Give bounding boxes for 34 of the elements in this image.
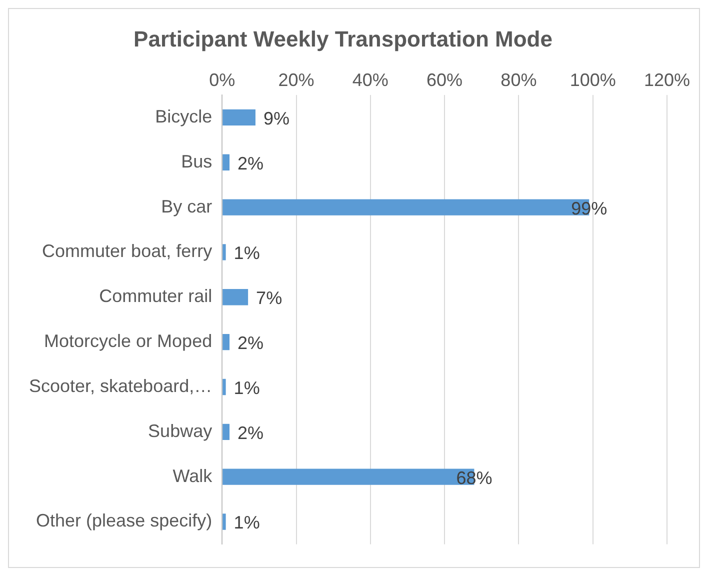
data-label: 2% [238, 422, 264, 443]
x-tick-label: 40% [352, 70, 388, 90]
data-label: 1% [234, 243, 260, 264]
bar [222, 514, 226, 530]
x-tick-label: 80% [500, 70, 537, 90]
y-tick-label: Subway [148, 420, 212, 441]
y-tick-label: Scooter, skateboard,… [28, 376, 212, 396]
data-label: 2% [238, 153, 264, 174]
x-tick-label: 100% [570, 70, 616, 90]
x-tick-label: 20% [278, 70, 314, 90]
chart-title: Participant Weekly Transportation Mode [134, 26, 552, 52]
y-tick-label: Bicycle [155, 106, 212, 126]
bar [222, 244, 226, 260]
bar [222, 378, 226, 396]
data-label: 7% [256, 288, 282, 308]
y-tick-label: Commuter boat, ferry [42, 241, 212, 262]
y-tick-label: By car [161, 196, 212, 216]
bar [222, 424, 230, 440]
x-tick-label: 120% [644, 70, 690, 90]
data-label: 1% [234, 512, 260, 533]
y-tick-label: Commuter rail [99, 286, 212, 306]
data-label: 1% [234, 378, 260, 398]
bar [222, 154, 230, 170]
data-label: 9% [263, 108, 290, 128]
y-tick-label: Walk [172, 466, 214, 486]
y-tick-label: Other (please specify) [36, 510, 212, 531]
bar [222, 109, 256, 126]
y-tick-label: Bus [181, 151, 212, 172]
y-tick-label: Motorcycle or Moped [44, 331, 212, 352]
data-label: 2% [238, 333, 264, 354]
x-tick-label: 60% [426, 70, 463, 90]
x-tick-label: 0% [209, 70, 236, 90]
bar [222, 289, 248, 306]
bar [222, 334, 230, 350]
